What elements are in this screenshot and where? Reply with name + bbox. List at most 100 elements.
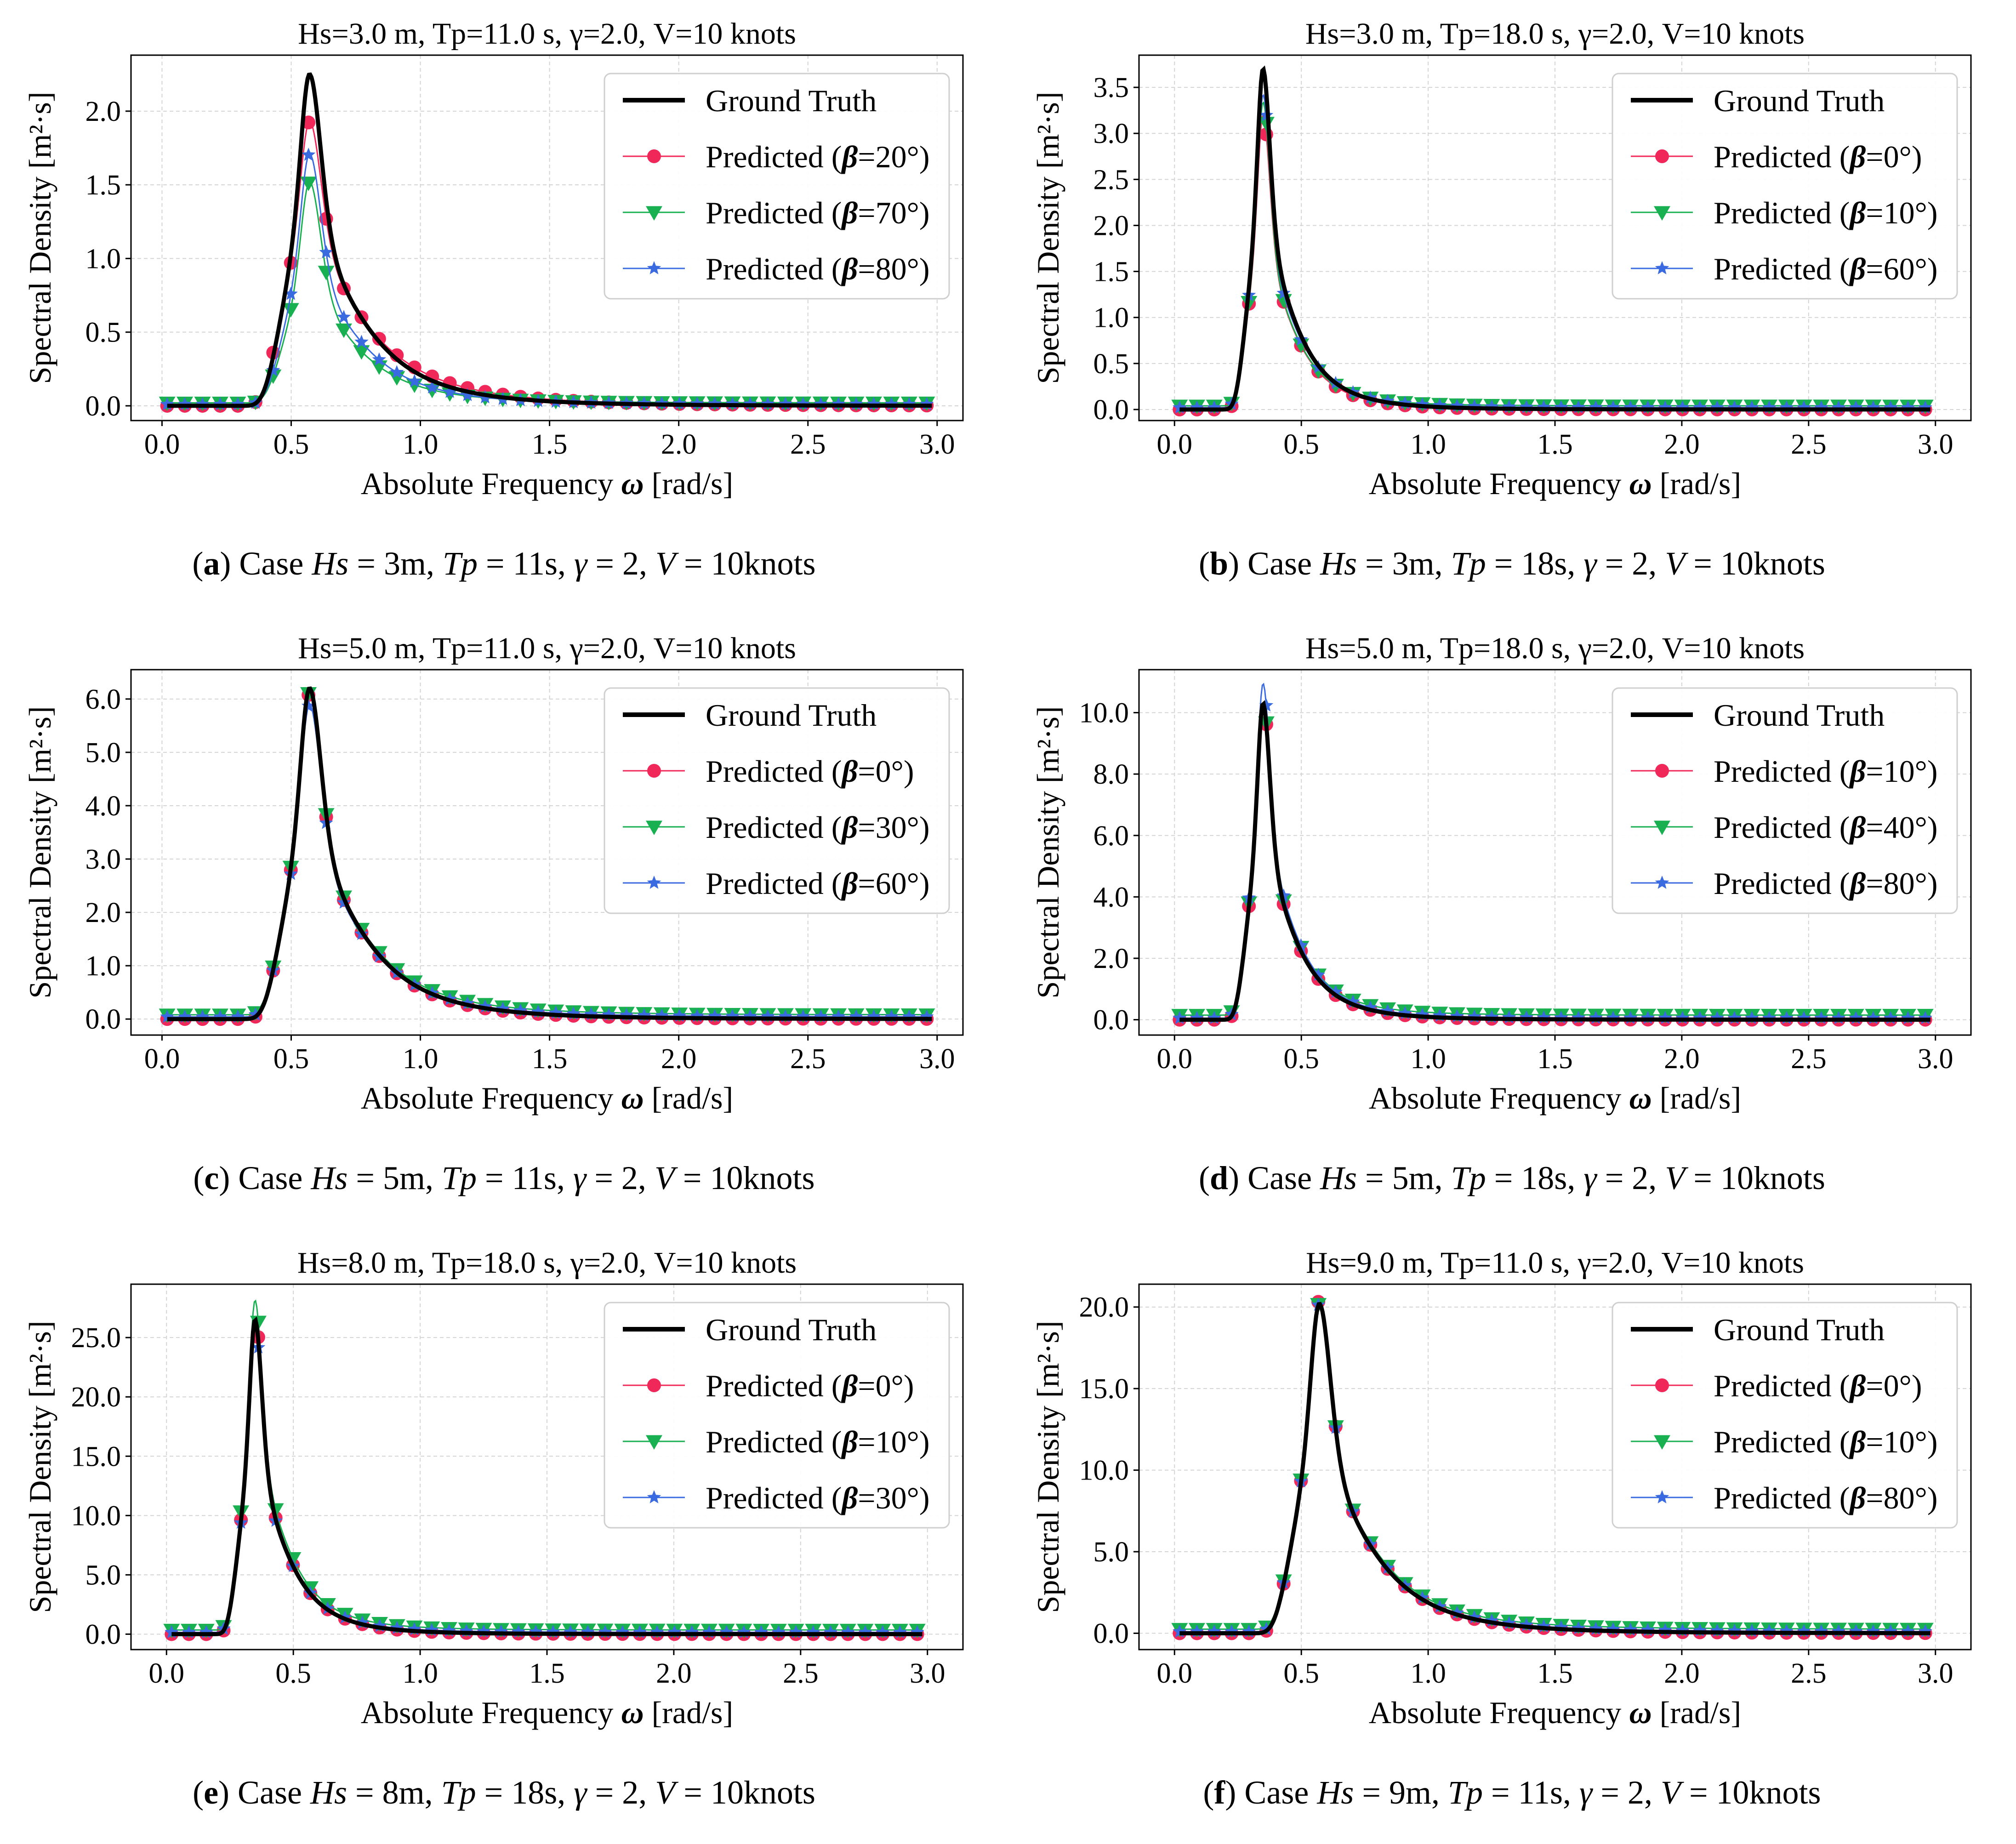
data-point-star: [1502, 399, 1516, 413]
data-point-star: [615, 1625, 630, 1639]
data-point-star: [647, 1490, 661, 1503]
data-point-star: [1207, 1624, 1221, 1638]
x-tick-label: 1.0: [1410, 1658, 1446, 1689]
y-tick-label: 10.0: [1079, 1455, 1129, 1486]
data-point-star: [284, 286, 298, 300]
y-tick-label: 1.0: [85, 243, 121, 274]
data-point-star: [771, 1625, 786, 1639]
data-point-star: [1502, 1010, 1516, 1024]
data-point-star: [1398, 1006, 1412, 1019]
data-point-star: [1693, 1011, 1707, 1024]
legend-label: Predicted (β=80°): [1714, 1480, 1937, 1515]
data-point-star: [1710, 400, 1725, 414]
data-point-circle: [1655, 1378, 1669, 1392]
data-point-star: [1658, 1623, 1672, 1637]
data-point-star: [902, 397, 917, 410]
data-point-star: [1207, 400, 1221, 414]
data-point-triangle: [646, 820, 662, 835]
chart-title: Hs=9.0 m, Tp=11.0 s, γ=2.0, V=10 knots: [1306, 1246, 1804, 1280]
data-point-star: [754, 1625, 769, 1639]
legend-label: Predicted (β=60°): [706, 866, 929, 901]
data-point-star: [1328, 985, 1343, 998]
legend: Ground Truth Predicted (β=0°) Predicted (β…: [604, 687, 950, 914]
x-tick-label: 1.0: [1410, 429, 1446, 460]
data-point-star: [546, 1624, 560, 1638]
x-tick-label: 2.0: [661, 429, 697, 460]
data-point-star: [1727, 400, 1742, 414]
data-point-star: [266, 363, 280, 376]
y-tick-label: 15.0: [1079, 1373, 1129, 1405]
caption-letter: (e): [193, 1774, 238, 1811]
data-point-star: [743, 1009, 757, 1023]
data-point-star: [529, 1624, 543, 1638]
data-point-star: [1537, 1010, 1551, 1024]
x-tick-label: 2.5: [1791, 1658, 1827, 1689]
data-point-star: [1849, 1011, 1863, 1024]
x-tick-label: 2.5: [790, 1043, 826, 1075]
data-point-star: [849, 1009, 863, 1023]
data-point-star: [1623, 1010, 1638, 1024]
y-tick-label: 0.0: [1093, 1005, 1129, 1036]
plot-area: [159, 686, 935, 1026]
data-point-star: [1623, 400, 1638, 414]
data-point-star: [598, 1625, 612, 1639]
caption-prefix: Case: [238, 1160, 311, 1196]
y-tick-label: 0.0: [85, 1004, 121, 1035]
data-point-star: [1398, 396, 1412, 410]
x-tick-label: 0.5: [1283, 429, 1319, 460]
caption-param: γ = 2,: [574, 545, 655, 582]
data-point-star: [707, 1008, 722, 1022]
data-point-triangle: [406, 378, 423, 393]
y-tick-label: 10.0: [71, 1500, 121, 1531]
caption-letter: (c): [193, 1160, 239, 1196]
data-point-star: [549, 1006, 563, 1019]
plot-area: [1171, 65, 1934, 416]
data-point-star: [1467, 1610, 1481, 1624]
caption-param: V = 10knots: [654, 1160, 815, 1196]
caption-prefix: Case: [238, 1774, 310, 1811]
data-point-star: [1640, 1622, 1655, 1636]
legend-label: Predicted (β=0°): [706, 754, 914, 789]
legend-label: Predicted (β=80°): [1714, 866, 1937, 901]
data-point-star: [1571, 400, 1586, 414]
data-point-star: [672, 1008, 687, 1022]
x-tick-label: 3.0: [1918, 429, 1953, 460]
series-line: [171, 1316, 923, 1636]
legend-label: Ground Truth: [1714, 1312, 1885, 1347]
data-point-star: [1884, 1624, 1898, 1638]
data-point-star: [1173, 400, 1187, 414]
data-point-star: [796, 1009, 810, 1023]
legend-label: Predicted (β=20°): [706, 139, 929, 174]
panel-c: 0.0 0.5 1.0 1.5 2.0 2.5 3.0 0.0 1.0 2.0 3.0 4.0 5.0 6…: [0, 615, 1008, 1229]
data-point-star: [494, 1624, 508, 1638]
data-point-star: [443, 385, 457, 398]
data-point-triangle: [336, 323, 353, 338]
plot-area: [159, 72, 935, 413]
data-point-star: [884, 1009, 899, 1023]
caption-param: γ = 2,: [573, 1160, 655, 1196]
data-point-circle: [1655, 149, 1669, 163]
data-point-circle: [647, 764, 661, 778]
data-point-star: [584, 1007, 598, 1020]
data-point-star: [1589, 1010, 1603, 1024]
series-ground-truth: [1179, 700, 1931, 1022]
y-tick-label: 5.0: [1093, 1537, 1129, 1568]
caption-prefix: Case: [1247, 1160, 1321, 1196]
caption-param: Tp = 11s,: [1447, 1774, 1579, 1811]
y-tick-label: 8.0: [1093, 759, 1129, 790]
data-point-star: [1797, 1011, 1811, 1024]
caption-prefix: Case: [1244, 1774, 1317, 1811]
data-point-star: [231, 397, 245, 410]
caption-param: V = 10knots: [1660, 1774, 1821, 1811]
data-point-star: [513, 1003, 528, 1017]
y-tick-label: 2.5: [1093, 164, 1129, 195]
data-point-star: [1745, 400, 1759, 414]
data-point-star: [1485, 1613, 1499, 1627]
y-tick-label: 6.0: [85, 684, 121, 715]
y-tick-label: 2.0: [1093, 943, 1129, 974]
data-point-star: [1745, 1623, 1759, 1637]
data-point-star: [1485, 1010, 1499, 1024]
data-point-star: [390, 1621, 404, 1634]
plot-area: [1171, 683, 1934, 1027]
data-point-triangle: [370, 360, 387, 375]
